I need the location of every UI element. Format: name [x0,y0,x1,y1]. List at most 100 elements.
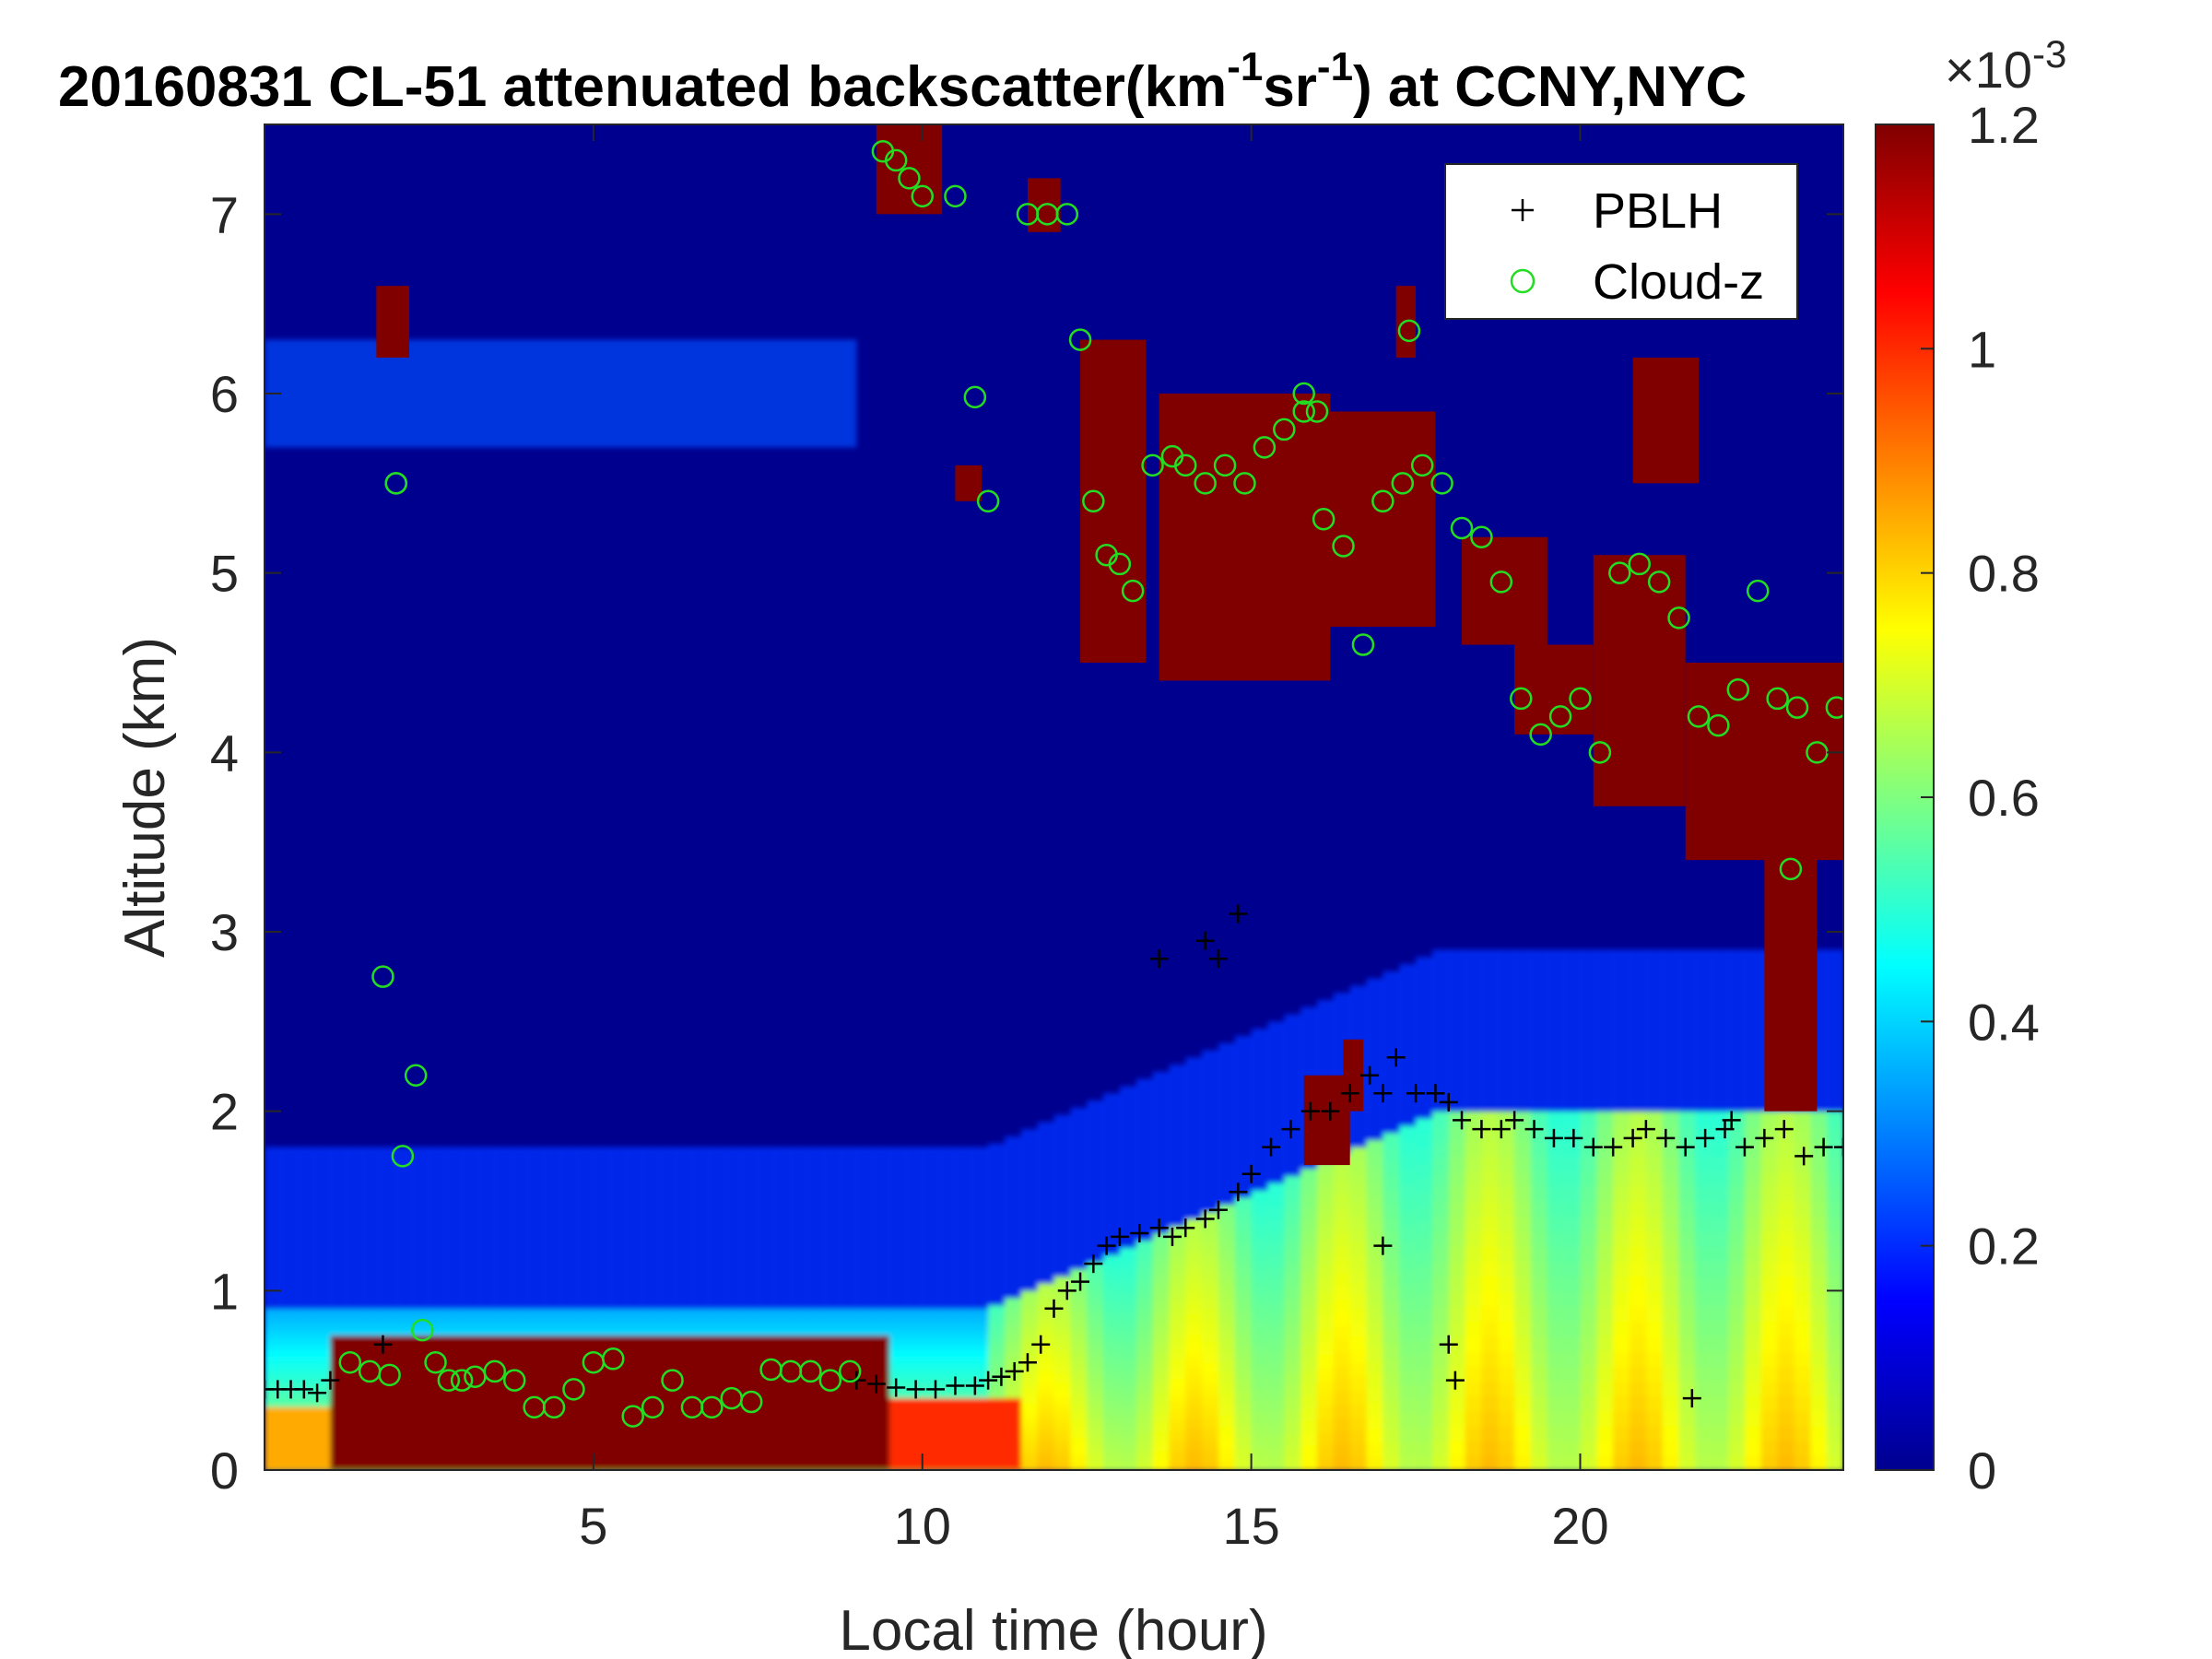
field-cell [313,1348,332,1357]
field-cell [1234,1447,1253,1460]
field-cell [1251,1283,1269,1297]
field-cell [1234,1334,1253,1347]
field-cell [1399,1268,1418,1285]
field-cell [1218,1281,1236,1294]
field-cell [1267,1446,1286,1460]
title-exponent-2: -1 [1317,44,1353,89]
field-cell [1613,1245,1631,1262]
colorbar-tick-label: 0.2 [1968,1218,2040,1276]
field-cell [1530,1276,1548,1292]
cloudz-point [450,1369,474,1392]
field-cell [1465,1380,1483,1396]
field-cell [1695,1350,1713,1367]
field-cell [527,1315,546,1324]
field-cell [1448,1260,1466,1277]
field-cell [1431,1171,1450,1187]
field-cell [1382,1315,1401,1331]
cloudz-point [1766,687,1789,711]
field-cell [1333,1272,1351,1288]
field-cell [1580,1320,1598,1336]
field-cell [642,1308,661,1317]
field-cell [1169,1256,1187,1268]
field-cell [1218,1303,1236,1316]
field-cell [905,1362,924,1371]
field-cell [1135,1441,1154,1453]
field-cell [1185,1449,1204,1461]
field-cell [971,1315,990,1324]
field-cell [1481,1260,1500,1277]
field-cell [1645,1350,1664,1367]
field-cell [955,1348,973,1357]
field-cell [1020,1290,1039,1300]
field-cell [280,1375,299,1384]
field-cell [1119,1368,1137,1379]
field-cell [1712,1350,1730,1367]
field-cell [1333,1430,1351,1445]
field-cell [1416,1206,1433,1222]
pblh-point [1373,1236,1393,1255]
field-cell [1810,1125,1829,1143]
field-cell [1448,1185,1466,1202]
field-cell [938,1328,957,1336]
field-cell [1728,1260,1746,1277]
legend-label: PBLH [1593,183,1723,239]
field-cell [1267,1374,1286,1388]
field-cell [1530,1305,1548,1322]
field-cell [265,1335,282,1344]
field-cell [1382,1245,1401,1261]
field-cell [297,1322,315,1330]
field-cell [1662,1335,1680,1352]
field-cell [527,1328,546,1336]
field-cell [330,1315,348,1324]
field-cell [708,1147,726,1309]
field-cell [1185,1396,1204,1408]
field-cell [1300,1256,1318,1270]
field-cell [1037,1360,1055,1371]
field-cell [1744,1410,1762,1427]
field-cell [1169,1449,1187,1461]
field-cell [1465,1276,1483,1292]
field-cell [1547,1125,1565,1143]
field-cell [1712,1156,1730,1172]
field-cell [1399,1412,1418,1429]
field-cell [905,1382,924,1391]
field-cell [1613,1276,1631,1292]
pblh-point [1300,1101,1320,1121]
field-cell [1004,1369,1022,1378]
field-cell [511,1322,529,1330]
field-cell [1563,1425,1582,1441]
field-cell [1020,1425,1039,1434]
field-cell [1498,1394,1516,1412]
cloudz-point [884,148,908,172]
field-cell [1317,1328,1335,1343]
field-cell [1645,1410,1664,1427]
field-cell [1317,1200,1335,1214]
field-cell [1662,1156,1680,1172]
field-cell [1810,1410,1829,1427]
field-cell [1645,1171,1664,1187]
field-cell [774,1315,792,1324]
field-cell [1169,1459,1187,1470]
field-cell [1645,1141,1664,1158]
field-cell [477,1315,496,1324]
field-cell [922,1382,940,1391]
field-cell [856,1322,875,1330]
field-cell [1448,1230,1466,1247]
field-cell [1416,1367,1433,1383]
field-cell [1087,1453,1105,1463]
field-cell [1630,1365,1647,1382]
field-cell [593,1308,611,1317]
field-cell [1580,1245,1598,1262]
field-cell [265,1348,282,1357]
field-cell [1267,1458,1286,1470]
field-cell [1020,1462,1039,1470]
cloudz-point [1569,687,1592,711]
field-cell [1234,1356,1253,1370]
field-cell [840,1308,858,1317]
field-cell [1547,1425,1565,1441]
field-cell [1498,1230,1516,1247]
field-cell [1645,1260,1664,1277]
cloudz-point [1397,319,1421,343]
field-cell [1267,1362,1286,1376]
